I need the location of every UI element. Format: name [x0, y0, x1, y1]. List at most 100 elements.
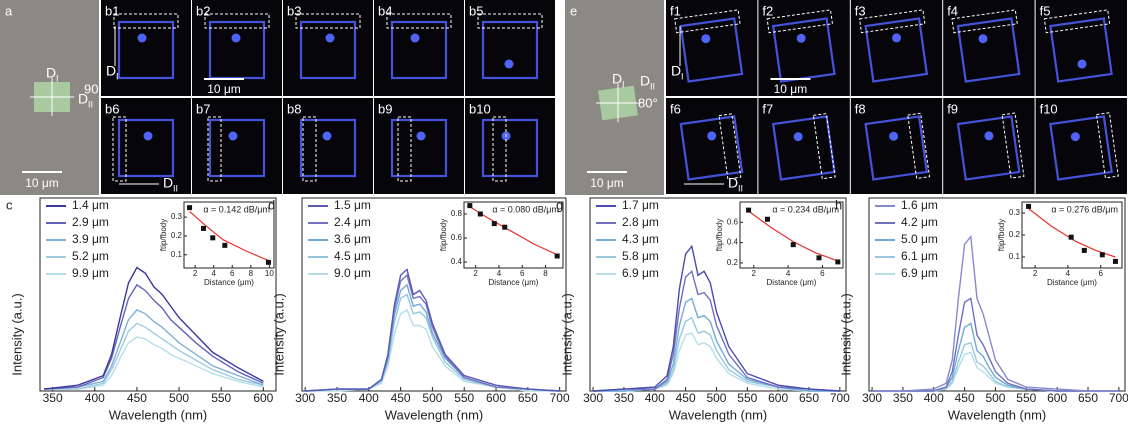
x-tick-label: 300 [583, 391, 603, 405]
emission-spot [137, 33, 147, 43]
fluorescence-image [1035, 0, 1127, 96]
emission-spot [793, 132, 803, 142]
inset-x-tick-label: 2 [1033, 269, 1038, 278]
x-tick-label: 350 [43, 391, 63, 405]
image-label: f10 [1040, 101, 1058, 116]
fluorescence-image [101, 98, 191, 194]
tip-box [674, 9, 741, 34]
tip-box [295, 13, 361, 29]
legend-label: 6.9 μm [901, 266, 938, 280]
inset-y-label: ftip/fbody [715, 219, 724, 251]
legend-label: 1.7 μm [622, 198, 659, 212]
inset-annotation: α = 0.080 dB/μm [492, 204, 559, 214]
data-point [835, 259, 841, 265]
angle-label: 90° [84, 81, 104, 96]
image-label: f9 [947, 101, 958, 116]
inset-annotation: α = 0.276 dB/μm [1051, 204, 1118, 214]
inset-x-tick-label: 2 [752, 269, 757, 278]
data-point [1081, 247, 1087, 253]
spectrum [872, 234, 1119, 392]
scale-label: 10 μm [25, 176, 59, 190]
plate-edge [956, 17, 1021, 83]
panel-label: g [556, 197, 563, 212]
panel-label: h [835, 197, 842, 212]
legend-label: 1.4 μm [72, 198, 109, 212]
direction-subscript: II [88, 99, 93, 109]
x-tick-label: 600 [768, 391, 788, 405]
y-axis-label: Intensity (a.u.) [559, 293, 574, 375]
inset-y-tick-label: 0.3 [171, 212, 183, 221]
tip-box [386, 13, 452, 29]
legend-label: 3.6 μm [334, 232, 371, 246]
microplate [113, 13, 179, 80]
legend-label: 6.1 μm [901, 249, 938, 263]
inset-y-label: ftip/fbody [439, 219, 448, 251]
spectrum [44, 283, 264, 390]
image-label: b10 [469, 101, 491, 116]
plate-edge [481, 118, 539, 178]
image-label: f2 [762, 3, 773, 18]
tip-box [1043, 9, 1111, 34]
legend-label: 9.0 μm [334, 266, 371, 280]
tip-box [718, 113, 742, 180]
image-label: b7 [196, 101, 210, 116]
inset-annotation: α = 0.142 dB/μm [203, 204, 270, 214]
fluorescence-image [374, 0, 464, 96]
x-tick-label: 350 [614, 391, 634, 405]
spectrum [593, 297, 840, 392]
data-point [1026, 203, 1032, 209]
emission-spot [504, 59, 514, 69]
spectrum [305, 308, 560, 392]
fit-curve [748, 210, 839, 262]
inset-y-tick-label: 0.1 [1009, 252, 1021, 261]
scale-label: 10 μm [590, 176, 624, 190]
microplate [679, 113, 744, 181]
plate-edge [299, 20, 357, 80]
inset-x-tick-label: 4 [1066, 269, 1071, 278]
microplate [864, 112, 931, 181]
panel-label: d [268, 197, 275, 212]
image-label: f1 [670, 3, 681, 18]
image-label: b1 [105, 3, 119, 18]
x-tick-label: 550 [211, 391, 231, 405]
microplate [112, 116, 175, 182]
fluorescence-image [1035, 98, 1127, 194]
plate-edge [117, 118, 175, 178]
image-label: f4 [947, 3, 958, 18]
inset-y-tick-label: 0.2 [727, 258, 739, 267]
fluorescence-image [283, 98, 373, 194]
inset-y-tick-label: 0.8 [451, 209, 463, 218]
data-point [210, 235, 216, 241]
inset-x-tick-label: 4 [786, 269, 791, 278]
plate-edge [390, 118, 448, 178]
y-axis-label: Intensity (a.u.) [271, 293, 286, 375]
emission-spot [410, 33, 420, 43]
plate-edge [956, 115, 1021, 181]
fit-curve [189, 210, 269, 262]
x-tick-label: 600 [1047, 391, 1067, 405]
image-label: f8 [855, 101, 866, 116]
direction-subscript: II [650, 81, 655, 91]
x-tick-label: 650 [518, 391, 538, 405]
tip-box [204, 13, 270, 29]
x-tick-label: 350 [893, 391, 913, 405]
inset-x-tick-label: 6 [820, 269, 825, 278]
legend-label: 4.2 μm [901, 215, 938, 229]
legend-label: 2.8 μm [622, 215, 659, 229]
fluorescence-image [666, 98, 758, 194]
legend-label: 5.2 μm [72, 249, 109, 263]
direction-subscript: II [173, 183, 178, 193]
direction-label: D [728, 175, 738, 191]
data-point [1112, 258, 1118, 264]
emission-spot [1070, 132, 1080, 142]
x-tick-label: 700 [830, 391, 850, 405]
fluorescence-image [374, 98, 464, 194]
inset-y-tick-label: 0.4 [727, 238, 739, 247]
x-tick-label: 400 [359, 391, 379, 405]
tip-box [812, 112, 836, 180]
fluorescence-image [192, 98, 282, 194]
microplate [674, 9, 744, 83]
microplate [858, 9, 929, 83]
